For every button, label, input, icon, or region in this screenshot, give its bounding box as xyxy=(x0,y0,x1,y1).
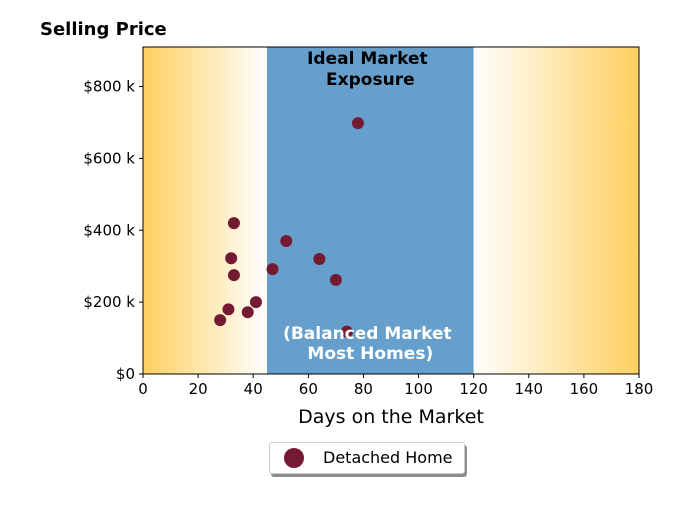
x-tick-label: 160 xyxy=(570,380,599,398)
y-axis-ticks: $0 $200 k $400 k $600 k $800 k xyxy=(83,78,143,383)
x-tick-label: 40 xyxy=(244,380,263,398)
data-point xyxy=(249,296,262,309)
slow-zone-left-band xyxy=(143,47,267,374)
data-point xyxy=(222,303,235,316)
y-tick-label: $400 k xyxy=(83,221,135,239)
data-point xyxy=(266,263,279,276)
data-point xyxy=(329,273,342,286)
data-point xyxy=(227,269,240,282)
data-point xyxy=(241,306,254,319)
x-axis-ticks: 0 20 40 60 80 100 120 140 160 180 xyxy=(138,374,653,398)
x-tick-label: 60 xyxy=(299,380,318,398)
y-tick-label: $600 k xyxy=(83,149,135,167)
legend: Detached Home xyxy=(269,442,465,474)
x-tick-label: 100 xyxy=(404,380,433,398)
x-tick-label: 180 xyxy=(625,380,654,398)
data-point xyxy=(351,117,364,130)
legend-label-detached-home: Detached Home xyxy=(323,448,453,467)
chart-title: Selling Price xyxy=(40,19,167,40)
x-tick-label: 20 xyxy=(189,380,208,398)
x-axis-label: Days on the Market xyxy=(298,406,484,428)
data-point xyxy=(227,217,240,230)
ideal-exposure-label-line-1: Ideal Market xyxy=(307,49,428,69)
x-tick-label: 80 xyxy=(354,380,373,398)
data-point xyxy=(340,325,353,338)
plot-frame xyxy=(142,46,640,375)
y-tick-label: $800 k xyxy=(83,78,135,96)
data-point xyxy=(214,314,227,327)
data-point xyxy=(313,253,326,266)
balanced-market-annotation-line-1: (Balanced Market xyxy=(283,324,452,344)
data-point xyxy=(225,252,238,265)
balanced-market-annotation: (Balanced Market Most Homes) xyxy=(283,324,458,364)
balanced-market-annotation-line-2: Most Homes) xyxy=(307,344,433,364)
y-tick-label: $200 k xyxy=(83,293,135,311)
x-tick-label: 140 xyxy=(514,380,543,398)
ideal-exposure-label: Ideal Market Exposure xyxy=(307,49,433,90)
x-tick-label: 0 xyxy=(138,380,148,398)
ideal-exposure-band xyxy=(267,47,474,374)
x-tick-label: 120 xyxy=(459,380,488,398)
background-bands xyxy=(143,47,639,374)
ideal-exposure-label-line-2: Exposure xyxy=(326,70,415,90)
slow-zone-right-band xyxy=(473,47,639,374)
data-point xyxy=(280,235,293,248)
y-tick-label: $0 xyxy=(116,365,135,383)
legend-marker-detached-home xyxy=(284,448,304,468)
data-points xyxy=(214,117,364,338)
